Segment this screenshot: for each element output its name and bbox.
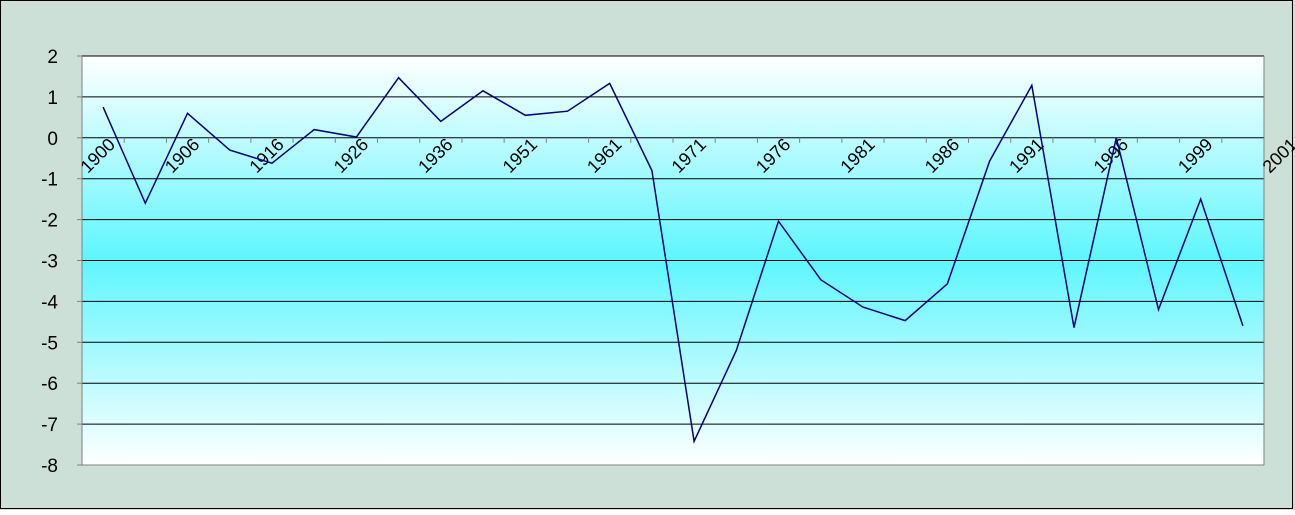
y-tick-label: -8 <box>41 456 58 477</box>
y-tick-label: -7 <box>41 415 58 436</box>
y-tick-label: -1 <box>41 170 58 191</box>
y-tick-label: -6 <box>41 374 58 395</box>
y-tick-label: 2 <box>47 47 58 68</box>
y-tick-label: -2 <box>41 211 58 232</box>
y-tick-label: 0 <box>47 129 58 150</box>
y-tick-label: 1 <box>47 88 58 109</box>
y-tick-label: -3 <box>41 252 58 273</box>
y-axis-tick-labels: 2 1 0 -1 -2 -3 -4 -5 -6 -7 -8 <box>41 47 58 477</box>
axes <box>77 55 1265 466</box>
series-line <box>102 76 1244 444</box>
y-tick-label: -5 <box>41 333 58 354</box>
series <box>102 76 1244 444</box>
y-tick-label: -4 <box>41 292 58 313</box>
